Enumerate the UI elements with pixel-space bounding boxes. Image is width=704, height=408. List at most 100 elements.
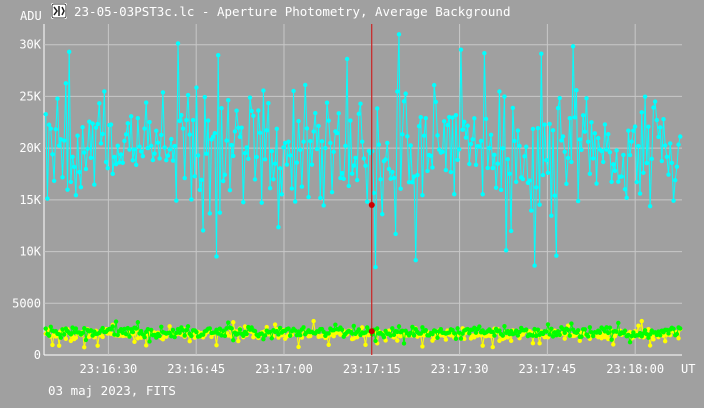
data-point <box>304 126 310 131</box>
data-point <box>286 139 291 144</box>
series-segment <box>671 162 675 201</box>
series-segment <box>85 148 89 170</box>
data-point <box>339 327 345 332</box>
data-point <box>396 32 402 37</box>
data-point <box>420 193 425 198</box>
series-segment <box>311 131 315 165</box>
series-segment <box>552 130 556 196</box>
data-point <box>549 326 554 331</box>
data-point <box>301 139 306 144</box>
data-point <box>301 325 306 330</box>
series-segment <box>291 90 295 189</box>
grid <box>43 24 682 356</box>
series-segment <box>190 120 194 200</box>
data-point <box>393 231 398 237</box>
series-segment <box>241 127 244 203</box>
series-segment <box>669 143 673 163</box>
series-segment <box>304 84 308 129</box>
data-point <box>306 194 311 200</box>
series-segment <box>607 134 611 153</box>
series-segment <box>46 124 50 199</box>
data-point <box>328 140 333 146</box>
series-segment <box>463 121 467 138</box>
series-segment <box>467 125 470 165</box>
series-segment <box>674 166 678 181</box>
series-segment <box>622 154 626 190</box>
series-segment <box>56 98 60 146</box>
data-point <box>272 322 278 327</box>
data-point <box>671 326 676 331</box>
series-segment <box>122 140 125 163</box>
series-segment <box>83 152 87 170</box>
series-segment <box>544 124 547 161</box>
data-point <box>415 172 420 178</box>
series-segment <box>306 128 310 198</box>
series-segment <box>53 129 57 181</box>
series-segment <box>45 114 48 199</box>
data-point <box>343 143 348 149</box>
series-segment <box>448 117 452 173</box>
y-tick-label: 5000 <box>12 296 41 310</box>
x-tick-label: 23:17:00 <box>255 362 313 376</box>
series-segment <box>542 124 546 176</box>
y-tick-label: 25K <box>19 89 41 103</box>
series-segment <box>606 134 609 150</box>
series-segment <box>77 135 80 173</box>
series-segment <box>145 102 149 149</box>
data-point <box>497 328 502 333</box>
x-axis: 23:16:30 23:16:45 23:17:00 23:17:15 23:17:30… <box>79 362 695 376</box>
series-segment <box>567 118 571 158</box>
series-segment <box>577 139 581 202</box>
series-segment <box>112 156 115 174</box>
series-segment <box>130 116 134 161</box>
data-point <box>433 329 439 334</box>
cursor-layer <box>368 24 375 355</box>
data-point <box>264 128 269 133</box>
series-segment <box>647 126 651 207</box>
series-segment <box>490 134 494 169</box>
series-segment <box>510 107 514 232</box>
series-segment <box>406 136 410 183</box>
data-point <box>292 328 298 333</box>
y-tick-label: 15K <box>19 193 41 207</box>
data-point <box>535 327 541 332</box>
series-segment <box>426 154 430 171</box>
data-point <box>259 200 264 205</box>
series-segment <box>219 108 223 213</box>
data-point <box>194 329 199 335</box>
series-segment <box>455 115 459 160</box>
data-point <box>378 177 383 182</box>
series-segment <box>115 321 119 335</box>
series-segment <box>366 150 370 202</box>
series-segment <box>276 128 279 228</box>
series-segment <box>326 102 330 121</box>
series-segment <box>562 136 566 152</box>
data-point <box>167 324 172 329</box>
series-segment <box>288 141 291 156</box>
series-segment <box>67 51 70 190</box>
series-segment <box>540 53 544 176</box>
data-point <box>465 123 470 128</box>
series-segment <box>189 134 192 200</box>
series-segment <box>170 139 174 161</box>
series-segment <box>187 95 191 135</box>
series-segment <box>254 156 258 180</box>
data-point <box>678 326 683 331</box>
series-segment <box>458 49 462 150</box>
series-segment <box>649 158 653 207</box>
series-layer <box>43 32 683 350</box>
series-segment <box>651 107 654 159</box>
series-segment <box>517 130 521 146</box>
series-segment <box>68 51 72 182</box>
series-segment <box>493 154 497 188</box>
series-segment <box>500 148 504 190</box>
data-point <box>490 329 495 335</box>
x-tick-label: 23:17:15 <box>343 362 401 376</box>
data-point <box>569 321 574 326</box>
series-segment <box>147 122 151 149</box>
series-segment <box>487 147 490 168</box>
data-point <box>296 329 301 334</box>
series-segment <box>195 87 199 156</box>
series-segment <box>395 91 398 234</box>
